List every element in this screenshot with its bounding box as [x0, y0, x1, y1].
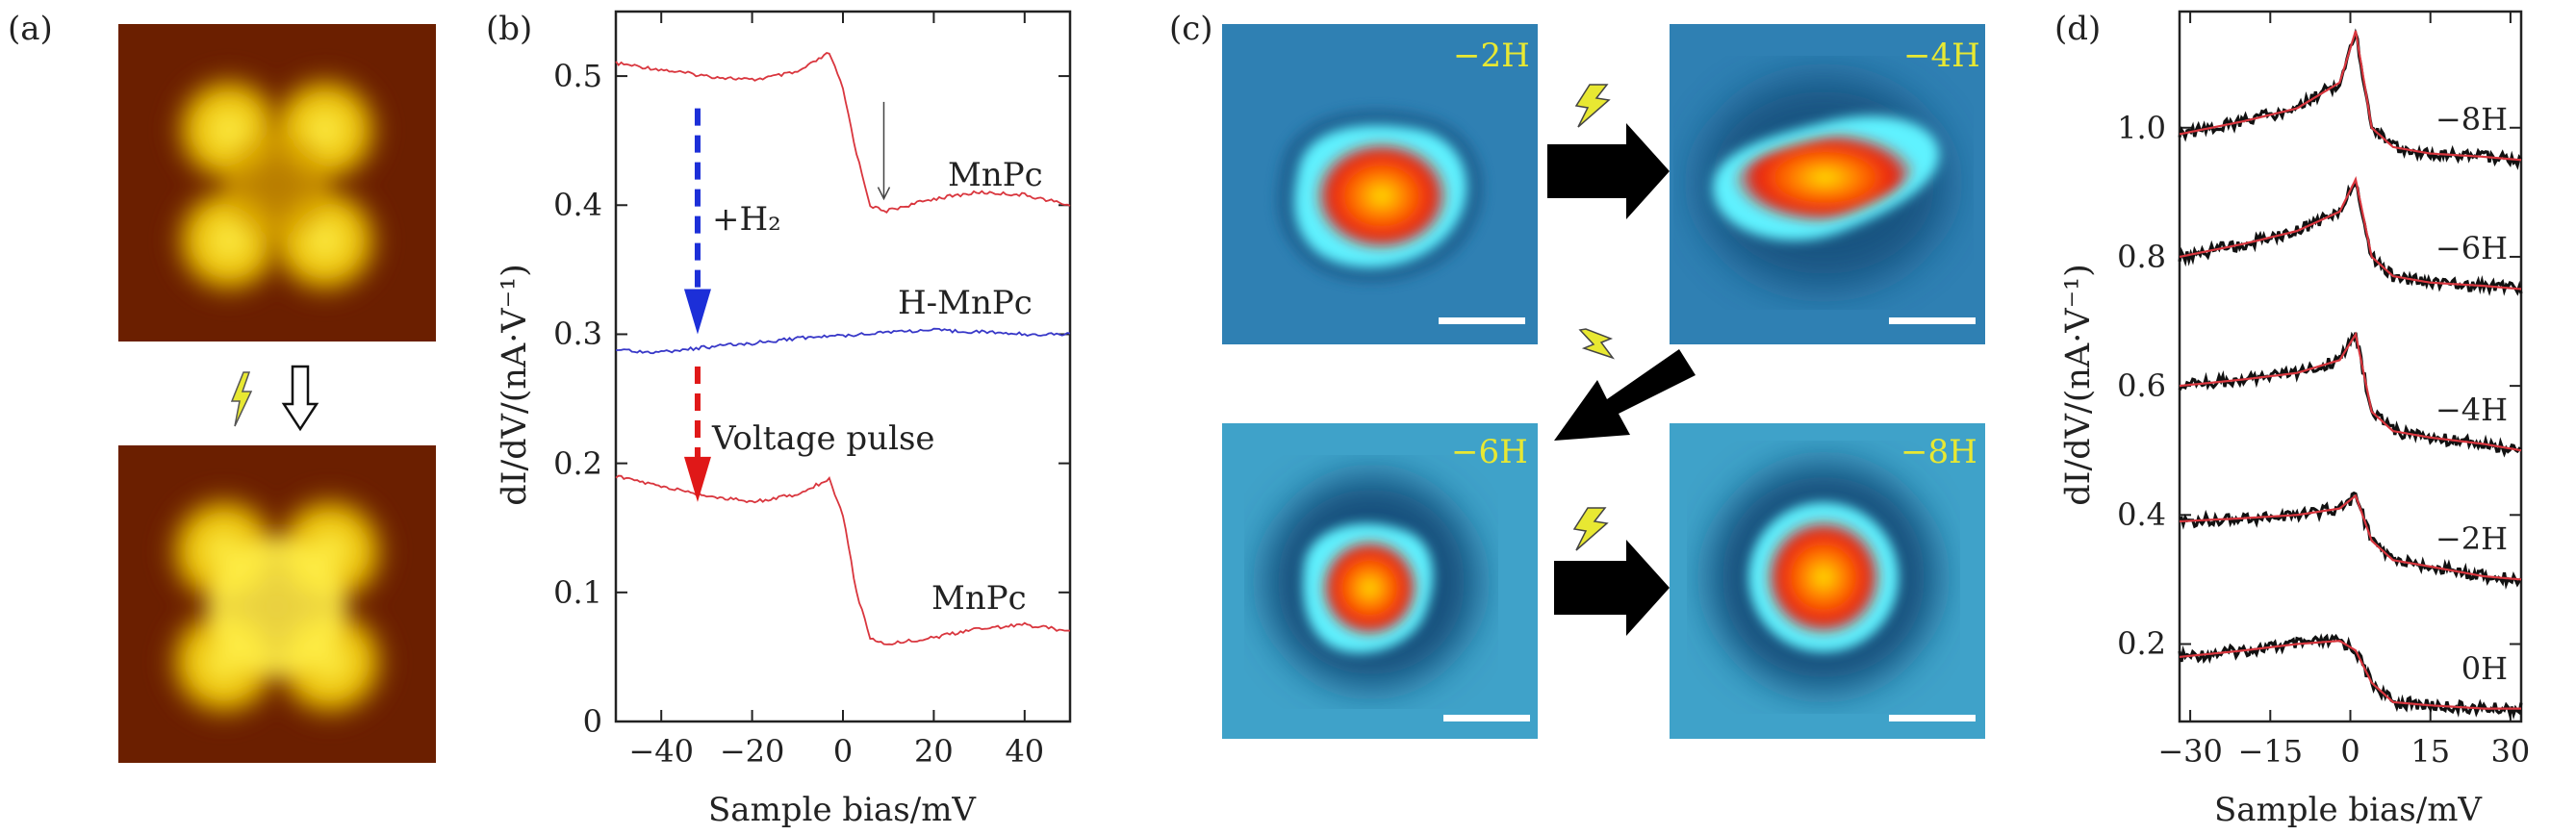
stm-image-minus-6h	[1222, 423, 1538, 739]
chart-b-series-line	[616, 327, 1071, 355]
stm-label-minus-8h: −8H	[1900, 433, 1977, 471]
annotation-plus-h2: +H₂	[712, 200, 781, 239]
panel-label-c: (c)	[1169, 10, 1213, 48]
chart-d-series-label: −4H	[2435, 392, 2508, 429]
chart-d-series-label: −6H	[2435, 230, 2508, 267]
series-label-mnpc-top: MnPc	[948, 156, 1043, 194]
chart-d-ylabel: dI/dV/(nA·V⁻¹)	[2059, 264, 2098, 506]
chart-b-xtick-label: −20	[719, 733, 785, 770]
chart-b-dip-arrowhead	[877, 187, 891, 201]
chart-b-ylabel: dI/dV/(nA·V⁻¹)	[496, 264, 534, 506]
chart-d-xtick-label: −15	[2237, 733, 2304, 770]
stm-image-minus-4h	[1670, 24, 1985, 344]
chart-d-series-label: 0H	[2461, 649, 2508, 687]
chart-d-series-fit	[2179, 30, 2522, 162]
chart-b-ytick-label: 0.1	[553, 573, 602, 611]
chart-d-series-label: −2H	[2435, 520, 2508, 558]
lightning-icon	[226, 370, 255, 432]
panel-label-a: (a)	[8, 10, 53, 48]
chart-d-ytick-label: 0.6	[2117, 367, 2166, 405]
chart-d-ytick-label: 0.8	[2117, 238, 2166, 275]
series-label-mnpc-bottom: MnPc	[931, 579, 1027, 618]
panel-label-b: (b)	[486, 10, 533, 48]
chart-b-ytick-label: 0	[582, 703, 602, 740]
stm-image-minus-2h	[1222, 24, 1538, 344]
annotation-voltage-pulse: Voltage pulse	[712, 419, 935, 458]
chart-b-xtick-label: 20	[914, 733, 954, 770]
chart-d-ytick-label: 1.0	[2117, 109, 2166, 146]
series-label-h-mnpc: H-MnPc	[898, 284, 1033, 322]
stm-label-minus-6h: −6H	[1451, 433, 1528, 471]
stm-label-minus-4h: −4H	[1903, 37, 1980, 75]
chart-b-xtick-label: 0	[832, 733, 854, 770]
lightning-icon	[1578, 328, 1616, 360]
stm-label-minus-2h: −2H	[1453, 37, 1530, 75]
chart-d-xtick-label: 30	[2490, 733, 2531, 770]
chart-d-series-data	[2178, 28, 2523, 170]
chart-b-series-line	[615, 474, 1071, 645]
chart-b-ytick-label: 0.4	[553, 187, 602, 224]
arrow-right-icon	[1547, 123, 1670, 219]
chart-b-xlabel: Sample bias/mV	[708, 791, 976, 829]
chart-d-ytick-label: 0.2	[2117, 625, 2166, 663]
chart-d-xtick-label: 0	[2340, 733, 2360, 770]
chart-d-series-label: −8H	[2435, 101, 2508, 139]
stm-image-h-mnpc	[118, 445, 436, 763]
chart-d-xtick-label: −30	[2157, 733, 2223, 770]
chart-b-pulse-arrowhead	[683, 456, 711, 502]
chart-b-ytick-label: 0.2	[553, 444, 602, 482]
chart-b-ytick-label: 0.5	[553, 58, 602, 95]
stm-image-minus-8h	[1670, 423, 1985, 739]
chart-b-h2-arrowhead	[683, 289, 711, 335]
chart-d-ytick-label: 0.4	[2117, 496, 2166, 534]
arrow-right-icon	[1554, 540, 1670, 636]
chart-b-xtick-label: 40	[1005, 733, 1045, 770]
chart-b-ytick-label: 0.3	[553, 316, 602, 353]
chart-b-xtick-label: −40	[628, 733, 694, 770]
chart-d-xlabel: Sample bias/mV	[2214, 791, 2482, 829]
lightning-icon	[1572, 507, 1609, 551]
panel-label-d: (d)	[2054, 10, 2102, 48]
down-arrow-icon	[281, 364, 319, 437]
chart-d-xtick-label: 15	[2410, 733, 2451, 770]
stm-image-mnpc	[118, 24, 436, 342]
lightning-icon	[1574, 84, 1611, 128]
